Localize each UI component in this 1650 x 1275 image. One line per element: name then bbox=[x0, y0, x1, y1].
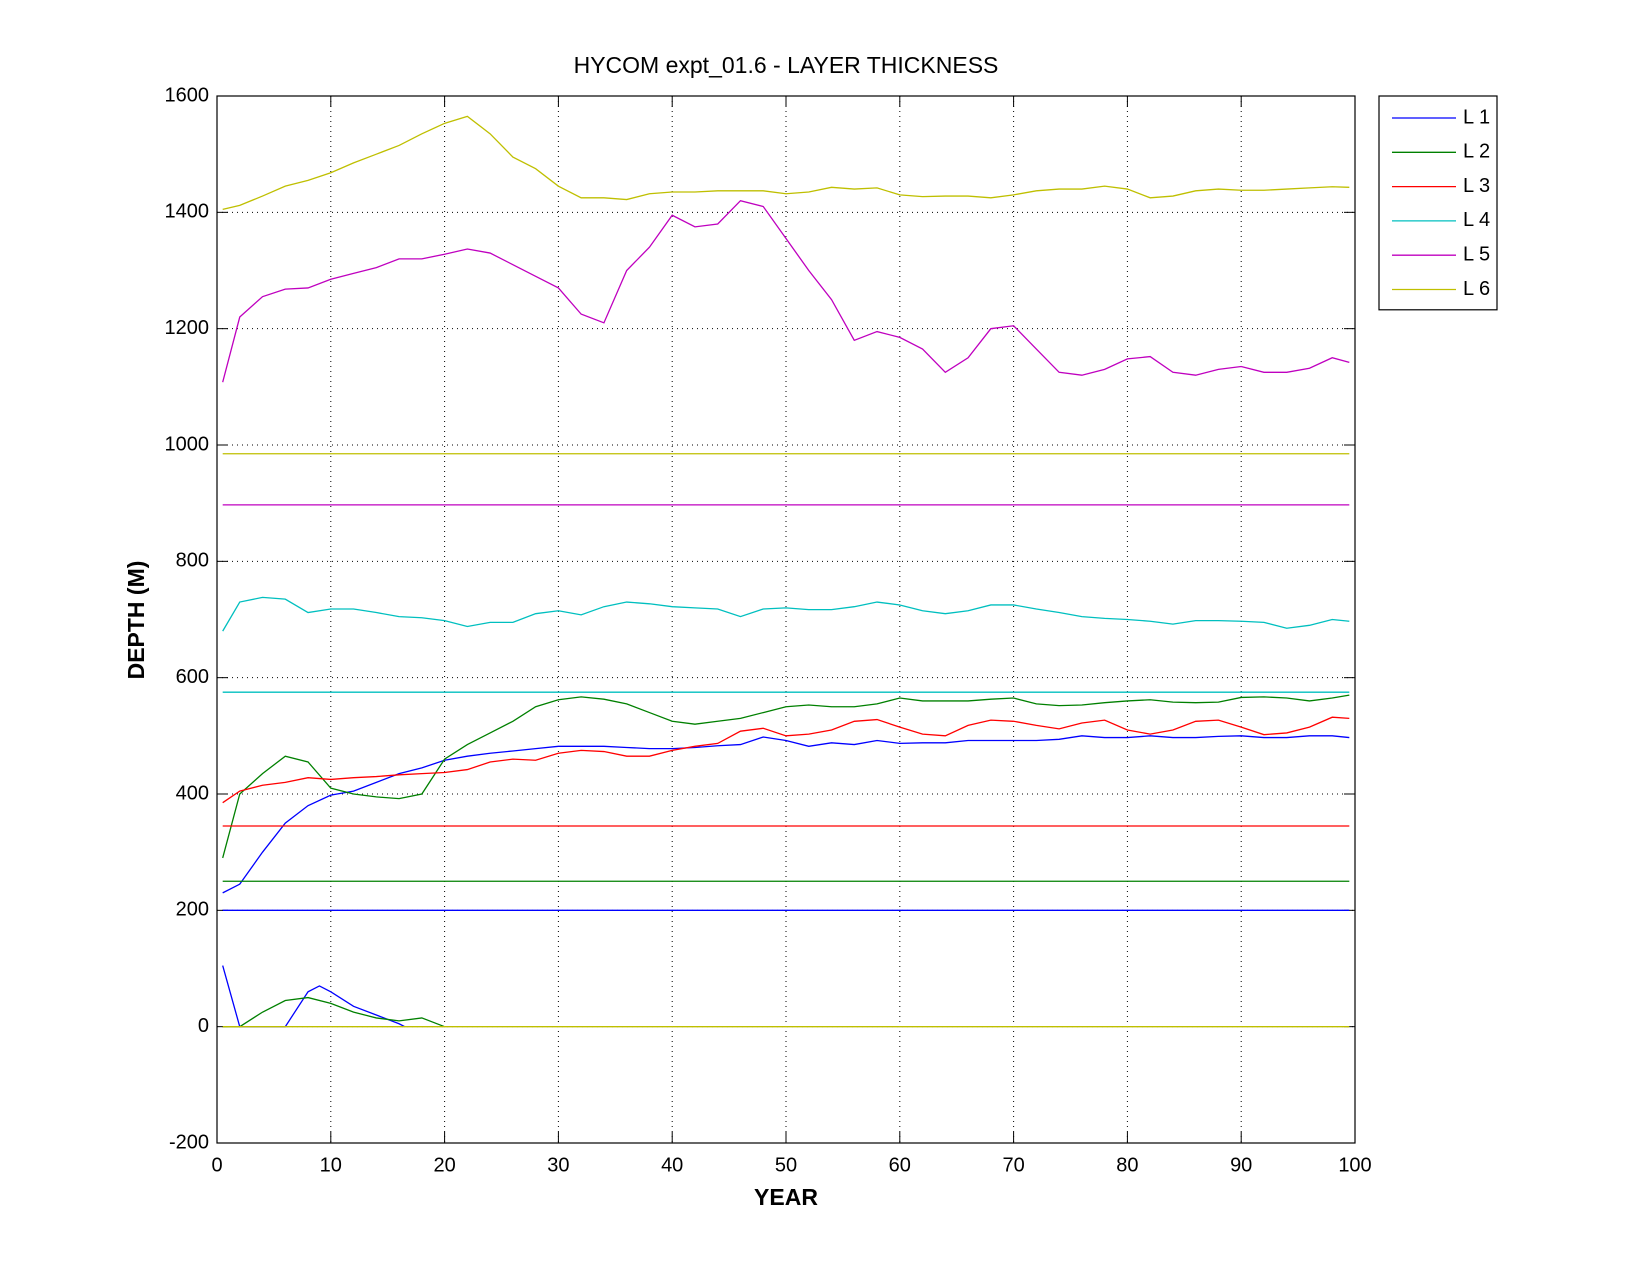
x-axis-label: YEAR bbox=[754, 1184, 818, 1210]
data-line bbox=[222, 996, 445, 1028]
data-line bbox=[222, 735, 1350, 894]
data-line bbox=[222, 596, 1350, 632]
x-tick-label: 0 bbox=[211, 1154, 222, 1176]
x-tick-label: 40 bbox=[661, 1154, 683, 1176]
legend-label: L 5 bbox=[1463, 243, 1490, 265]
legend-box bbox=[1378, 95, 1498, 311]
legend-label: L 6 bbox=[1463, 278, 1490, 300]
data-line bbox=[222, 115, 1350, 211]
legend-label: L 2 bbox=[1463, 141, 1490, 163]
data-line bbox=[222, 694, 1350, 859]
y-tick-label: 600 bbox=[176, 666, 209, 688]
plot-frame bbox=[216, 95, 1356, 1144]
x-tick-label: 10 bbox=[320, 1154, 342, 1176]
legend-label: L 3 bbox=[1463, 175, 1490, 197]
y-tick-label: 800 bbox=[176, 550, 209, 572]
x-tick-label: 70 bbox=[1002, 1154, 1024, 1176]
y-tick-label: 0 bbox=[198, 1015, 209, 1037]
data-line bbox=[222, 716, 1350, 804]
legend-label: L 1 bbox=[1463, 106, 1490, 128]
y-tick-label: 1000 bbox=[165, 433, 210, 455]
x-tick-label: 20 bbox=[433, 1154, 455, 1176]
x-tick-label: 60 bbox=[889, 1154, 911, 1176]
x-tick-label: 50 bbox=[775, 1154, 797, 1176]
legend-label: L 4 bbox=[1463, 209, 1490, 231]
y-tick-label: 1600 bbox=[165, 84, 210, 106]
x-tick-label: 90 bbox=[1230, 1154, 1252, 1176]
y-tick-label: 1400 bbox=[165, 201, 210, 223]
y-tick-label: 1200 bbox=[165, 317, 210, 339]
y-axis-label: DEPTH (M) bbox=[123, 561, 149, 680]
y-tick-label: -200 bbox=[169, 1131, 209, 1153]
data-line bbox=[222, 199, 1350, 383]
x-tick-label: 80 bbox=[1116, 1154, 1138, 1176]
y-tick-label: 200 bbox=[176, 899, 209, 921]
y-tick-label: 400 bbox=[176, 782, 209, 804]
chart-title: HYCOM expt_01.6 - LAYER THICKNESS bbox=[574, 52, 999, 78]
x-tick-label: 30 bbox=[547, 1154, 569, 1176]
x-tick-label: 100 bbox=[1338, 1154, 1371, 1176]
